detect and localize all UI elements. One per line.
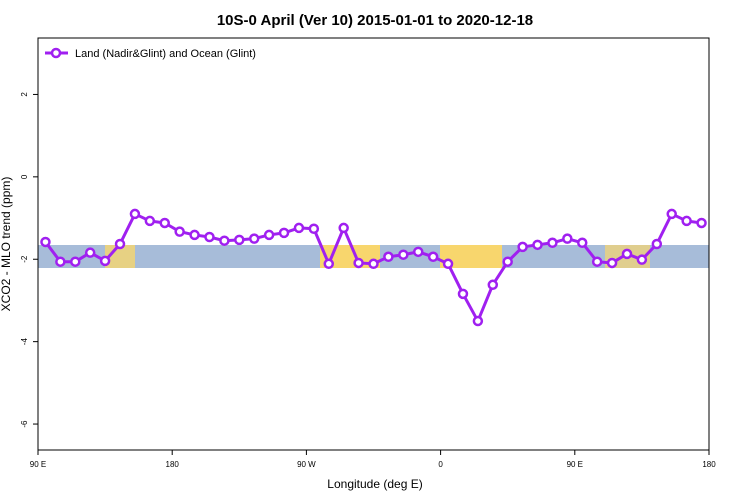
data-point — [323, 258, 335, 270]
data-point — [636, 254, 648, 265]
data-point — [666, 208, 677, 220]
x-tick-label: 180 — [166, 460, 180, 469]
chart-title: 10S-0 April (Ver 10) 2015-01-01 to 2020-… — [217, 12, 533, 29]
data-point — [84, 247, 96, 258]
y-tick-label: -4 — [20, 338, 29, 346]
x-tick-label: 0 — [438, 460, 443, 469]
data-point — [353, 257, 364, 269]
data-point — [547, 237, 558, 249]
y-tick-label: 0 — [20, 174, 29, 179]
data-point — [651, 238, 663, 250]
data-point — [383, 251, 394, 263]
y-tick-label: -2 — [20, 255, 29, 263]
data-point — [562, 233, 573, 244]
data-point — [398, 249, 409, 260]
legend-marker — [50, 47, 62, 59]
data-point — [681, 215, 692, 227]
data-point — [517, 241, 528, 253]
data-point — [606, 257, 618, 269]
data-point — [368, 258, 379, 270]
y-tick-label: -6 — [20, 420, 29, 428]
x-tick-label: 90 E — [30, 460, 46, 469]
data-point — [144, 215, 156, 227]
data-point — [234, 234, 245, 246]
data-point — [248, 233, 260, 244]
data-point — [99, 255, 111, 267]
data-point — [70, 256, 81, 267]
x-axis-label: Longitude (deg E) — [327, 477, 422, 491]
data-point — [412, 246, 424, 258]
data-point — [278, 227, 290, 239]
x-tick-label: 90 W — [297, 460, 316, 469]
data-point — [621, 248, 633, 260]
data-point — [696, 217, 707, 229]
data-point — [472, 315, 484, 327]
legend-label: Land (Nadir&Glint) and Ocean (Glint) — [75, 48, 256, 60]
data-point — [577, 237, 588, 249]
data-point — [55, 256, 66, 267]
y-tick-label: 2 — [20, 92, 29, 97]
plot-frame — [37, 37, 710, 451]
y-axis-label: XCO2 - MLO trend (ppm) — [0, 177, 13, 312]
data-point — [293, 222, 305, 234]
data-point — [427, 251, 439, 263]
land-patch — [440, 245, 502, 268]
data-point — [502, 256, 513, 267]
data-point — [114, 238, 126, 250]
data-point — [263, 229, 275, 241]
data-point — [457, 288, 469, 300]
data-point — [204, 231, 215, 243]
data-point — [308, 223, 320, 235]
data-point — [174, 226, 185, 237]
data-point — [189, 229, 200, 241]
data-point — [591, 256, 603, 267]
data-point — [159, 217, 170, 229]
data-point — [487, 279, 499, 291]
data-point — [40, 236, 51, 248]
data-point — [219, 235, 230, 246]
data-point — [532, 239, 543, 251]
data-point — [129, 208, 141, 220]
data-point — [442, 258, 454, 270]
data-point — [338, 222, 349, 234]
x-tick-label: 90 E — [567, 460, 583, 469]
x-tick-label: 180 — [702, 460, 716, 469]
